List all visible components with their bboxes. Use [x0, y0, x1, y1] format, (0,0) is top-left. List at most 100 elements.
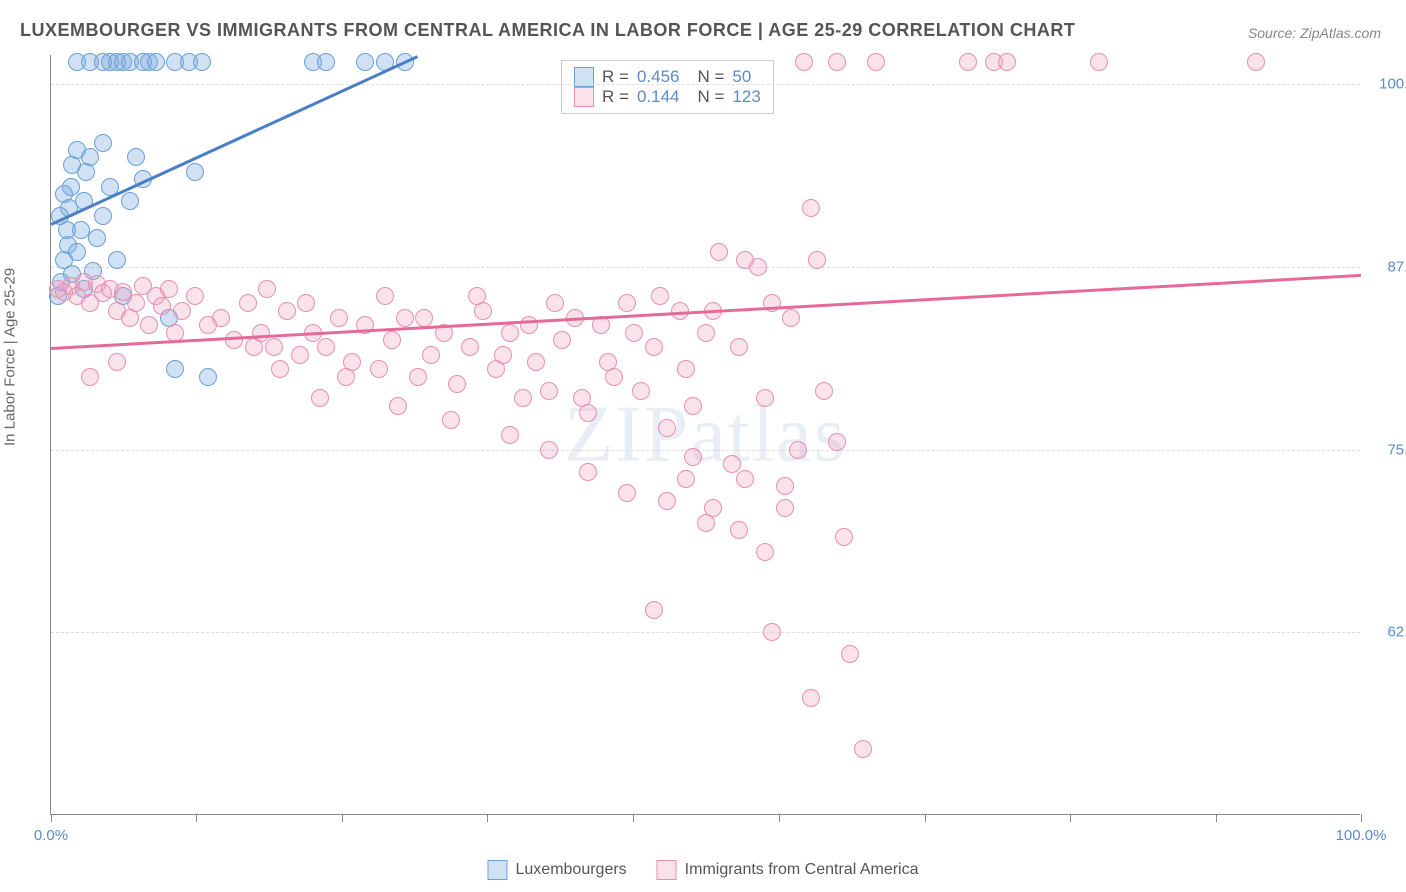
scatter-point [710, 243, 728, 261]
scatter-point [723, 455, 741, 473]
legend-swatch [487, 860, 507, 880]
scatter-point [730, 338, 748, 356]
x-tick [925, 814, 926, 822]
scatter-point [186, 287, 204, 305]
n-label: N = [697, 87, 724, 107]
scatter-point [1247, 53, 1265, 71]
x-tick [196, 814, 197, 822]
scatter-point [835, 528, 853, 546]
scatter-point [160, 280, 178, 298]
scatter-point [442, 411, 460, 429]
x-tick-label: 100.0% [1336, 827, 1387, 844]
correlation-legend: R =0.456N =50R =0.144N =123 [561, 60, 774, 114]
grid-line [51, 450, 1360, 451]
r-label: R = [602, 87, 629, 107]
source-link[interactable]: ZipAtlas.com [1300, 25, 1381, 41]
x-tick [633, 814, 634, 822]
r-value: 0.144 [637, 87, 680, 107]
scatter-point [815, 382, 833, 400]
scatter-point [415, 309, 433, 327]
scatter-point [212, 309, 230, 327]
scatter-point [684, 397, 702, 415]
scatter-point [632, 382, 650, 400]
scatter-point [540, 382, 558, 400]
scatter-point [448, 375, 466, 393]
scatter-point [514, 389, 532, 407]
legend-label: Immigrants from Central America [685, 861, 919, 879]
scatter-point [573, 389, 591, 407]
scatter-point [763, 623, 781, 641]
scatter-point [330, 309, 348, 327]
grid-line [51, 267, 1360, 268]
scatter-point [802, 199, 820, 217]
x-tick [487, 814, 488, 822]
scatter-point [317, 53, 335, 71]
scatter-point [540, 441, 558, 459]
scatter-point [776, 477, 794, 495]
scatter-point [776, 499, 794, 517]
scatter-point [81, 148, 99, 166]
scatter-point [127, 148, 145, 166]
scatter-point [81, 368, 99, 386]
scatter-point [461, 338, 479, 356]
scatter-point [677, 470, 695, 488]
scatter-point [225, 331, 243, 349]
scatter-point [658, 492, 676, 510]
x-tick [779, 814, 780, 822]
scatter-point [645, 601, 663, 619]
x-tick-label: 0.0% [34, 827, 68, 844]
scatter-point [193, 53, 211, 71]
scatter-point [795, 53, 813, 71]
scatter-point [317, 338, 335, 356]
scatter-point [756, 389, 774, 407]
y-tick-label: 87.5% [1370, 258, 1406, 275]
scatter-point [311, 389, 329, 407]
scatter-point [166, 360, 184, 378]
scatter-point [383, 331, 401, 349]
scatter-point [409, 368, 427, 386]
scatter-point [173, 302, 191, 320]
scatter-point [186, 163, 204, 181]
x-tick [1070, 814, 1071, 822]
scatter-point [108, 353, 126, 371]
scatter-point [684, 448, 702, 466]
scatter-point [789, 441, 807, 459]
grid-line [51, 632, 1360, 633]
scatter-point [828, 433, 846, 451]
scatter-point [147, 53, 165, 71]
scatter-point [736, 470, 754, 488]
scatter-point [651, 287, 669, 305]
scatter-point [297, 294, 315, 312]
scatter-point [265, 338, 283, 356]
scatter-point [756, 543, 774, 561]
scatter-point [68, 243, 86, 261]
scatter-point [396, 309, 414, 327]
scatter-point [376, 287, 394, 305]
scatter-point [802, 689, 820, 707]
scatter-point [546, 294, 564, 312]
scatter-point [94, 207, 112, 225]
scatter-point [599, 353, 617, 371]
watermark: ZIPatlas [564, 389, 847, 480]
scatter-point [618, 294, 636, 312]
scatter-point [782, 309, 800, 327]
scatter-point [645, 338, 663, 356]
scatter-point [239, 294, 257, 312]
y-tick-label: 75.0% [1370, 441, 1406, 458]
scatter-point [959, 53, 977, 71]
series-legend: LuxembourgersImmigrants from Central Ame… [487, 860, 918, 880]
scatter-point [841, 645, 859, 663]
scatter-point [579, 463, 597, 481]
scatter-point [278, 302, 296, 320]
scatter-point [291, 346, 309, 364]
scatter-point [153, 297, 171, 315]
y-tick-label: 62.5% [1370, 624, 1406, 641]
scatter-point [494, 346, 512, 364]
source-prefix: Source: [1248, 25, 1300, 41]
scatter-point [553, 331, 571, 349]
scatter-point [140, 316, 158, 334]
legend-swatch [657, 860, 677, 880]
scatter-point [697, 514, 715, 532]
y-axis-label: In Labor Force | Age 25-29 [2, 268, 19, 446]
scatter-point [337, 368, 355, 386]
